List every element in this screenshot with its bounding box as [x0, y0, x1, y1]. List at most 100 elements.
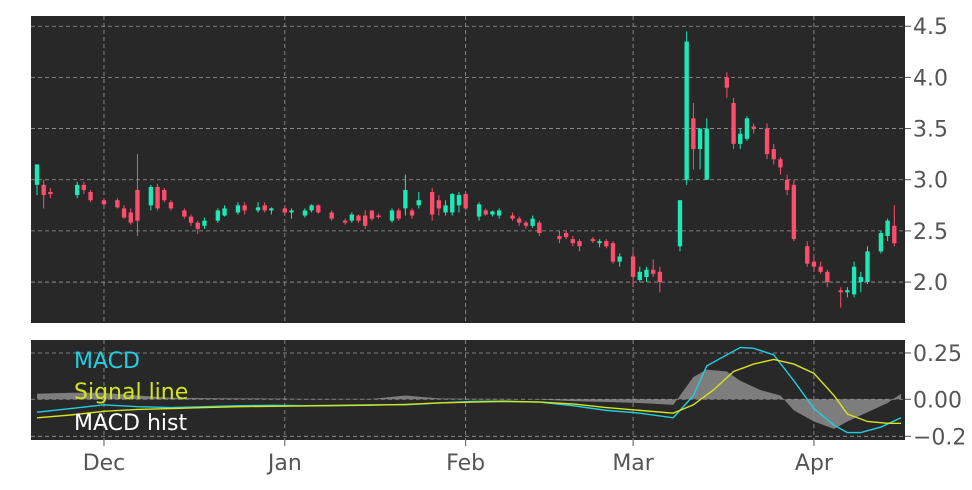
candle-up [75, 181, 80, 199]
candle-down [483, 208, 488, 216]
candle-up [885, 218, 890, 242]
candle-down [262, 202, 267, 213]
candle-body [182, 210, 187, 217]
candle-body [168, 202, 174, 209]
candle-body [403, 189, 408, 209]
candle-down [316, 204, 321, 214]
candle-body [523, 222, 529, 226]
candle-down [429, 187, 435, 221]
candle-down [563, 230, 569, 240]
candle-down [88, 189, 93, 203]
candle-body [416, 200, 421, 206]
x-tick-label: Mar [612, 451, 654, 476]
candle-up [677, 200, 683, 252]
candle-down [282, 206, 287, 215]
candle-body [309, 205, 314, 211]
candle-up [443, 200, 448, 216]
candle-body [302, 210, 308, 216]
price-candles [34, 31, 897, 308]
candle-body [476, 204, 482, 217]
candle-body [738, 133, 743, 144]
candle-down [242, 202, 247, 215]
candle-body [885, 220, 890, 237]
candle-up [851, 261, 857, 298]
legend-hist-label: MACD hist [74, 411, 187, 436]
candle-body [316, 205, 321, 213]
candle-down [363, 210, 368, 229]
candle-body [282, 208, 287, 213]
candle-down [604, 239, 609, 249]
candle-down [771, 143, 776, 165]
candle-up [704, 118, 709, 180]
candle-body [436, 200, 442, 209]
candle-body [604, 241, 609, 247]
candle-down [537, 220, 542, 237]
candle-down [48, 187, 53, 199]
candle-body [329, 212, 334, 219]
macd-tick-label: 0.25 [913, 342, 962, 367]
candle-down [590, 237, 596, 244]
candle-body [289, 210, 294, 213]
candle-body [376, 215, 381, 218]
candle-body [269, 208, 274, 211]
candle-body [684, 41, 689, 180]
macd-y-axis: 0.25 0.00 −0.2 [905, 342, 966, 450]
candle-down [778, 157, 783, 175]
candle-down [182, 208, 187, 219]
price-tick-label: 3.5 [913, 118, 948, 143]
candle-body [892, 225, 897, 244]
candle-body [610, 243, 616, 262]
candle-body [811, 261, 817, 267]
candle-body [731, 102, 736, 144]
candle-down [101, 198, 107, 207]
candle-down [517, 216, 522, 226]
candle-down [396, 208, 401, 221]
candle-down [825, 269, 830, 288]
candle-up [637, 266, 642, 283]
price-tick-label: 2.0 [913, 271, 948, 296]
candle-body [517, 218, 522, 223]
candle-down [81, 181, 87, 195]
candle-body [235, 205, 241, 213]
candle-down [818, 261, 823, 274]
candle-body [851, 266, 857, 295]
x-tick-label: Feb [446, 451, 485, 476]
candle-down [791, 179, 797, 242]
candle-up [490, 210, 495, 217]
candle-body [128, 212, 133, 223]
candle-down [409, 208, 415, 219]
candle-up [349, 212, 354, 223]
candle-down [155, 183, 160, 211]
candle-body [577, 241, 582, 247]
candle-up [858, 271, 863, 293]
candle-body [630, 256, 636, 277]
candle-down [376, 213, 381, 219]
candle-body [262, 205, 267, 211]
candle-body [135, 189, 140, 221]
candle-down [436, 195, 442, 216]
candle-body [155, 186, 160, 209]
candle-body [349, 214, 354, 221]
candle-body [657, 271, 663, 283]
macd-tick-label: −0.2 [913, 425, 966, 450]
candle-body [878, 232, 884, 252]
candle-down [764, 123, 770, 160]
price-tick-label: 2.5 [913, 220, 948, 245]
candle-up [738, 128, 743, 150]
candle-up [878, 230, 884, 254]
candle-body [570, 239, 575, 244]
candle-body [115, 200, 120, 208]
candle-body [651, 269, 656, 274]
candle-up [476, 202, 482, 221]
candle-body [463, 194, 468, 209]
candle-body [530, 218, 535, 226]
candle-body [644, 269, 649, 277]
candle-body [456, 195, 462, 206]
candle-up [215, 208, 221, 223]
candle-down [356, 214, 361, 223]
candle-body [409, 210, 415, 216]
x-axis: Dec Jan Feb Mar Apr [83, 440, 834, 476]
candle-body [363, 215, 368, 226]
candle-up [389, 208, 395, 223]
